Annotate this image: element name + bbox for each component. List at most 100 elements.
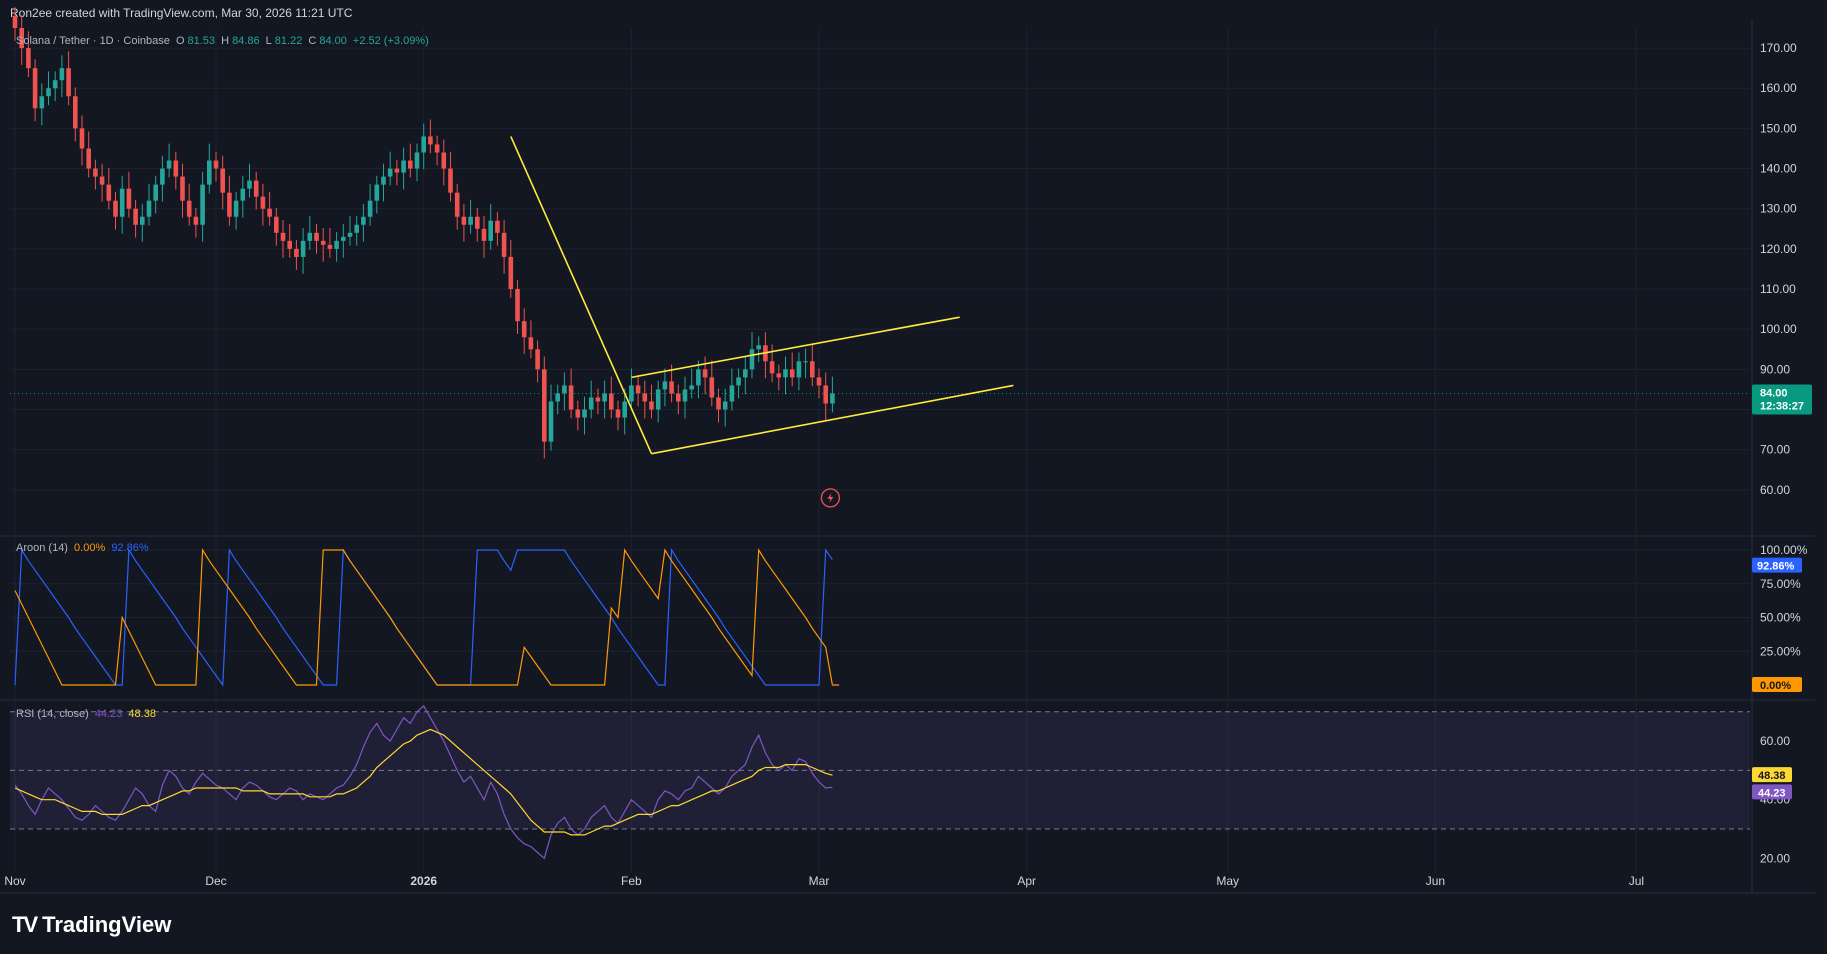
candle[interactable] bbox=[166, 143, 172, 178]
candle[interactable] bbox=[334, 232, 339, 262]
candle[interactable] bbox=[93, 159, 98, 190]
candle[interactable] bbox=[421, 123, 426, 170]
candle[interactable] bbox=[52, 71, 58, 102]
candle[interactable] bbox=[609, 376, 614, 419]
candle[interactable] bbox=[622, 388, 627, 435]
candle[interactable] bbox=[367, 183, 373, 226]
candle[interactable] bbox=[173, 151, 179, 190]
candle[interactable] bbox=[763, 332, 768, 379]
candle[interactable] bbox=[140, 203, 145, 242]
candle[interactable] bbox=[481, 215, 487, 258]
candle[interactable] bbox=[548, 384, 554, 451]
candle[interactable] bbox=[468, 199, 473, 234]
candle[interactable] bbox=[789, 352, 795, 387]
candle[interactable] bbox=[428, 119, 433, 154]
tradingview-brand[interactable]: TV TradingView bbox=[12, 912, 171, 938]
candle[interactable] bbox=[676, 384, 681, 415]
candle[interactable] bbox=[414, 143, 420, 182]
candle[interactable] bbox=[394, 159, 400, 186]
candle[interactable] bbox=[562, 372, 567, 411]
candle[interactable] bbox=[320, 227, 326, 262]
candle[interactable] bbox=[227, 175, 232, 226]
candle[interactable] bbox=[32, 59, 38, 122]
candle[interactable] bbox=[39, 83, 45, 126]
candle[interactable] bbox=[401, 147, 406, 190]
candle[interactable] bbox=[461, 203, 467, 242]
candle[interactable] bbox=[495, 211, 500, 246]
candle[interactable] bbox=[113, 191, 118, 230]
candle[interactable] bbox=[146, 183, 152, 226]
candle[interactable] bbox=[595, 388, 601, 415]
candle[interactable] bbox=[186, 183, 192, 226]
candle[interactable] bbox=[743, 356, 748, 395]
candle[interactable] bbox=[374, 175, 380, 214]
candle[interactable] bbox=[361, 203, 366, 242]
candle[interactable] bbox=[193, 207, 199, 238]
candle[interactable] bbox=[300, 227, 306, 274]
candle[interactable] bbox=[434, 135, 440, 166]
candle[interactable] bbox=[669, 364, 674, 403]
candle[interactable] bbox=[542, 356, 547, 459]
candle[interactable] bbox=[756, 336, 761, 363]
candle[interactable] bbox=[247, 163, 252, 198]
candle[interactable] bbox=[200, 171, 205, 242]
candle[interactable] bbox=[347, 215, 353, 246]
candle[interactable] bbox=[810, 344, 815, 387]
candle[interactable] bbox=[287, 223, 292, 258]
candle[interactable] bbox=[106, 167, 112, 210]
candle[interactable] bbox=[441, 139, 447, 186]
candle[interactable] bbox=[709, 360, 715, 407]
candle[interactable] bbox=[381, 163, 386, 202]
candle[interactable] bbox=[823, 372, 828, 421]
candle[interactable] bbox=[160, 155, 165, 202]
candle[interactable] bbox=[729, 368, 735, 411]
candle[interactable] bbox=[387, 151, 393, 186]
candle[interactable] bbox=[635, 376, 641, 407]
candle[interactable] bbox=[642, 380, 648, 419]
candle[interactable] bbox=[79, 115, 85, 166]
candle[interactable] bbox=[240, 175, 246, 218]
candle[interactable] bbox=[253, 171, 259, 210]
candle[interactable] bbox=[46, 71, 51, 106]
candle[interactable] bbox=[454, 183, 460, 230]
candle[interactable] bbox=[682, 376, 688, 419]
candle[interactable] bbox=[280, 219, 286, 258]
candle[interactable] bbox=[220, 155, 225, 210]
trendline-channel-lower[interactable] bbox=[651, 384, 1014, 455]
candle[interactable] bbox=[535, 340, 540, 383]
candle[interactable] bbox=[776, 364, 782, 391]
candle[interactable] bbox=[59, 55, 65, 98]
candle[interactable] bbox=[796, 352, 802, 391]
candle[interactable] bbox=[12, 7, 18, 41]
candle[interactable] bbox=[475, 207, 480, 242]
candle[interactable] bbox=[153, 175, 158, 214]
candle[interactable] bbox=[521, 308, 527, 355]
candle[interactable] bbox=[568, 368, 574, 419]
price-pane[interactable] bbox=[10, 7, 1750, 508]
candle[interactable] bbox=[803, 348, 808, 379]
candle[interactable] bbox=[233, 191, 239, 230]
candle[interactable] bbox=[575, 400, 581, 431]
rsi-line[interactable] bbox=[14, 704, 833, 860]
candle[interactable] bbox=[180, 163, 185, 218]
candle[interactable] bbox=[528, 320, 534, 359]
trendline-impulse-down[interactable] bbox=[510, 136, 653, 455]
candle[interactable] bbox=[515, 280, 520, 335]
candle[interactable] bbox=[769, 344, 775, 383]
alert-lightning-icon[interactable] bbox=[820, 488, 841, 508]
candle[interactable] bbox=[314, 223, 319, 254]
candle[interactable] bbox=[213, 151, 219, 182]
candle[interactable] bbox=[126, 171, 132, 218]
candle[interactable] bbox=[207, 143, 212, 194]
candle[interactable] bbox=[696, 360, 701, 399]
candle[interactable] bbox=[662, 368, 668, 407]
candle[interactable] bbox=[555, 384, 560, 415]
candle[interactable] bbox=[588, 380, 594, 419]
candle[interactable] bbox=[615, 400, 621, 431]
trendline-channel-upper[interactable] bbox=[631, 316, 960, 379]
candle[interactable] bbox=[448, 151, 453, 202]
candle[interactable] bbox=[702, 356, 708, 395]
candle[interactable] bbox=[26, 31, 31, 77]
candle[interactable] bbox=[267, 191, 272, 226]
